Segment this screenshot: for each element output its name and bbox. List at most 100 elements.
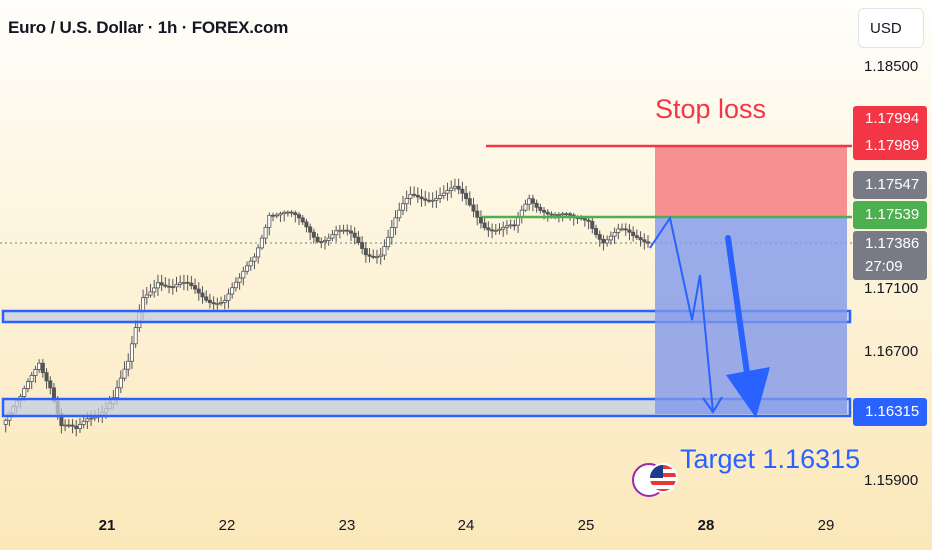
candle-body [471, 204, 476, 212]
currency-selector[interactable]: USD [858, 8, 924, 48]
candle-body [400, 203, 405, 211]
candle-body [389, 227, 394, 238]
candle-body [48, 380, 53, 389]
candle-body [285, 211, 290, 214]
candle-body [478, 216, 483, 224]
candle-body [148, 291, 153, 296]
candle-body [634, 235, 639, 238]
candle-body [211, 302, 216, 305]
candle-body [271, 214, 276, 217]
candle-body [185, 281, 190, 284]
stop-loss-zone[interactable] [655, 146, 847, 217]
candle-body [501, 226, 506, 230]
candle-body [415, 194, 420, 198]
candle-body [475, 210, 480, 218]
projected-path-thick [725, 235, 751, 383]
candle-body [163, 284, 168, 287]
candle-body [545, 211, 550, 215]
candle-body [311, 231, 316, 238]
candle-body [144, 294, 149, 299]
candle-body [486, 227, 491, 231]
candle-body [233, 281, 238, 289]
candle-body [582, 218, 587, 221]
candle-body [252, 256, 257, 262]
candle-body [159, 282, 164, 286]
candle-body [434, 198, 439, 201]
candle-body [174, 284, 179, 288]
candle-body [423, 198, 428, 201]
entry-price-badge: 1.17539 [853, 201, 927, 229]
candle-body [612, 231, 617, 237]
candle-body [631, 231, 636, 237]
candle-body [178, 282, 183, 285]
candle-body [293, 212, 298, 216]
candle-body [129, 343, 134, 362]
last-price-badge: 1.17386 [853, 231, 927, 255]
candle-body [393, 217, 398, 228]
candle-body [193, 285, 198, 290]
candle-body [70, 424, 75, 427]
candle-body [493, 229, 498, 232]
candle-body [348, 230, 353, 234]
candle-body [456, 185, 461, 190]
candle-body [452, 185, 457, 189]
candle-body [300, 217, 305, 223]
candle-body [196, 288, 201, 294]
candle-body [237, 277, 242, 283]
candle-body [430, 199, 435, 202]
candle-body [352, 232, 357, 238]
candle-body [560, 213, 565, 216]
target-price-badge: 1.16315 [853, 398, 927, 426]
candle-body [259, 237, 264, 249]
support-zone-lower[interactable] [1, 397, 852, 418]
candle-body [330, 234, 335, 239]
candle-body [646, 241, 651, 244]
projected-path-thick-arrowhead [726, 367, 770, 418]
candle-body [278, 213, 283, 216]
candle-body [219, 302, 224, 305]
candle-body [490, 229, 495, 232]
candle-body [319, 241, 324, 243]
candle-body [122, 368, 127, 379]
candle-body [556, 214, 561, 216]
candle-body [170, 286, 175, 289]
candle-body [345, 229, 350, 232]
candle-body [77, 423, 82, 429]
candle-body [44, 372, 49, 382]
candle-body [616, 228, 621, 233]
candle-body [467, 198, 472, 206]
stop-loss-label: Stop loss [655, 94, 767, 124]
bar-countdown-badge: 27:09 [853, 255, 927, 280]
candle-body [419, 196, 424, 200]
time-tick: 29 [817, 517, 835, 534]
candle-body [445, 190, 450, 194]
usd-flag-icon [648, 463, 678, 493]
support-zone-upper[interactable] [1, 309, 852, 324]
candle-body [608, 235, 613, 241]
candle-body [601, 238, 606, 244]
candle-body [282, 211, 287, 215]
candle-body [542, 209, 547, 213]
candle-body [623, 228, 628, 231]
candle-body [371, 255, 376, 258]
candle-body [155, 282, 160, 289]
candle-body [404, 197, 409, 205]
candle-body [322, 240, 327, 243]
candle-body [538, 206, 543, 211]
candle-body [66, 424, 71, 427]
candle-body [334, 230, 339, 236]
candle-body [549, 213, 554, 216]
candle-body [74, 425, 79, 429]
candle-body [590, 220, 595, 229]
candle-body [22, 388, 27, 397]
candle-body [126, 360, 131, 370]
candle-body [181, 281, 186, 284]
price-tick: 1.18500 [864, 58, 919, 75]
target-label: Target 1.16315 [680, 444, 861, 474]
candle-body [523, 203, 528, 211]
time-tick: 25 [577, 517, 595, 534]
candle-body [386, 236, 391, 248]
candle-body [297, 214, 302, 219]
candle-body [204, 296, 209, 301]
